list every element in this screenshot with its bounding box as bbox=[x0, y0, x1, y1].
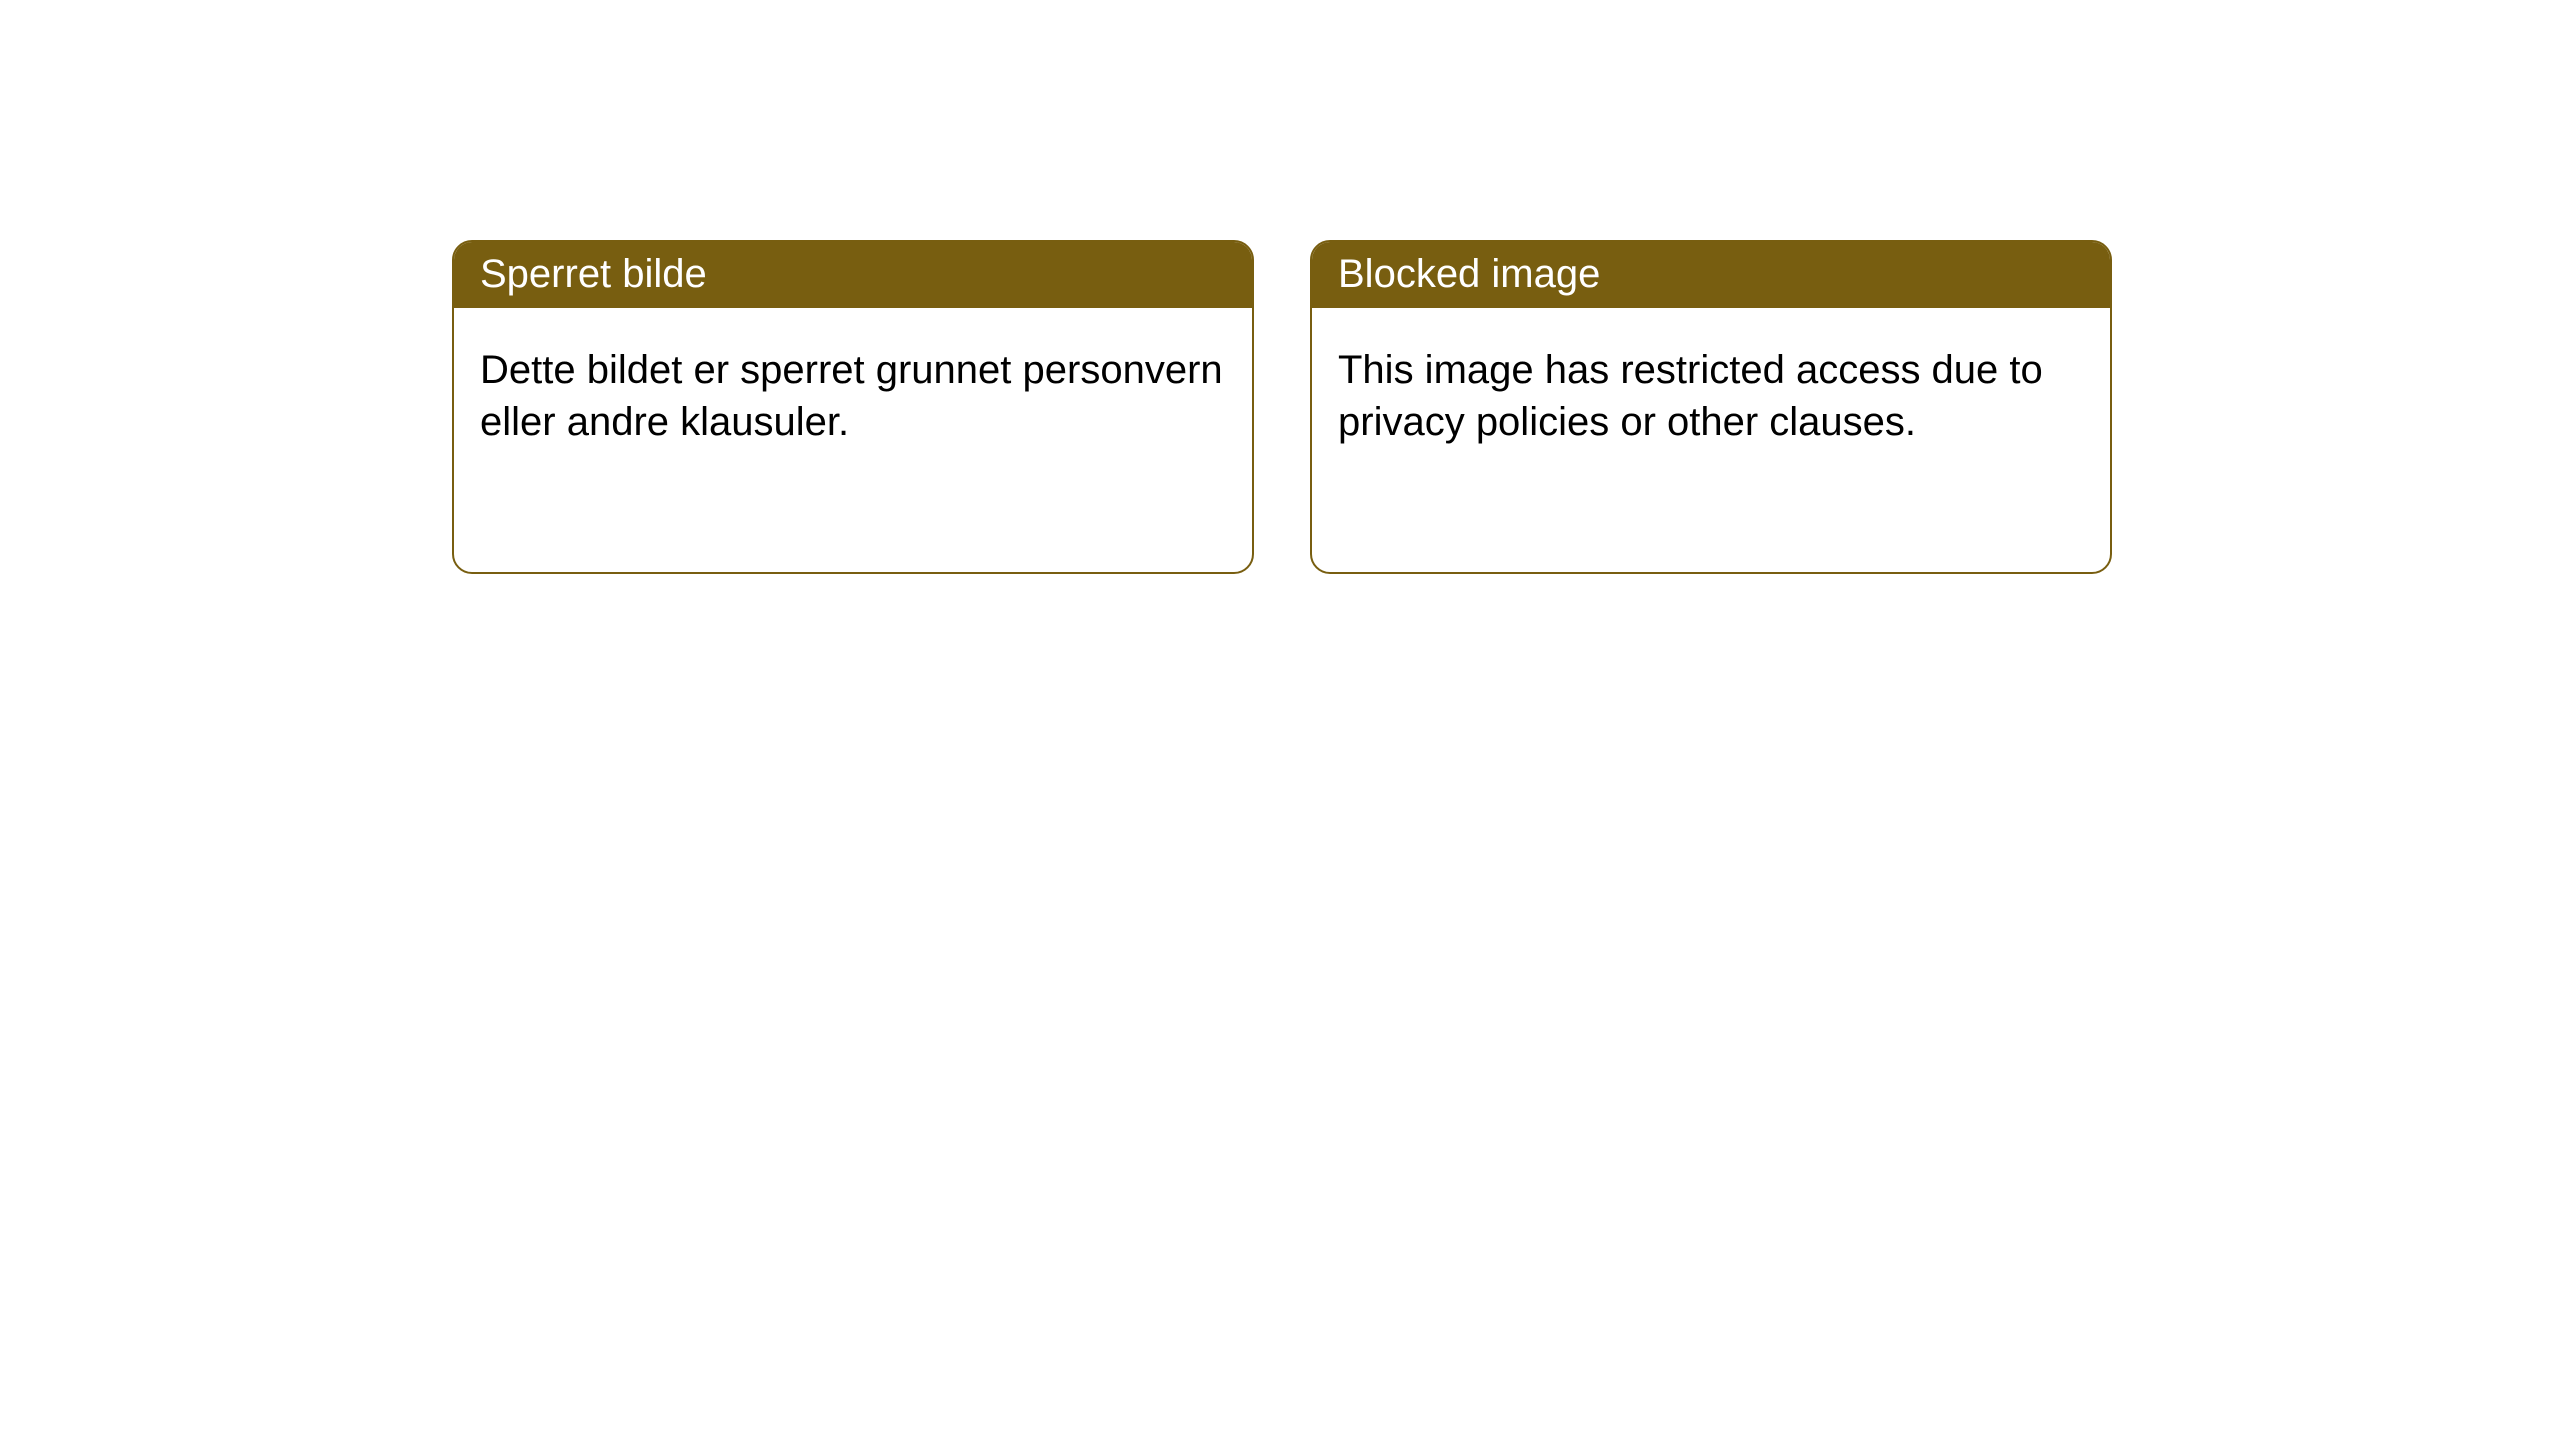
card-body: Dette bildet er sperret grunnet personve… bbox=[454, 308, 1252, 572]
notice-card-english: Blocked image This image has restricted … bbox=[1310, 240, 2112, 574]
card-header: Sperret bilde bbox=[454, 242, 1252, 308]
card-body: This image has restricted access due to … bbox=[1312, 308, 2110, 572]
notice-container: Sperret bilde Dette bildet er sperret gr… bbox=[452, 240, 2112, 574]
card-header: Blocked image bbox=[1312, 242, 2110, 308]
notice-card-norwegian: Sperret bilde Dette bildet er sperret gr… bbox=[452, 240, 1254, 574]
